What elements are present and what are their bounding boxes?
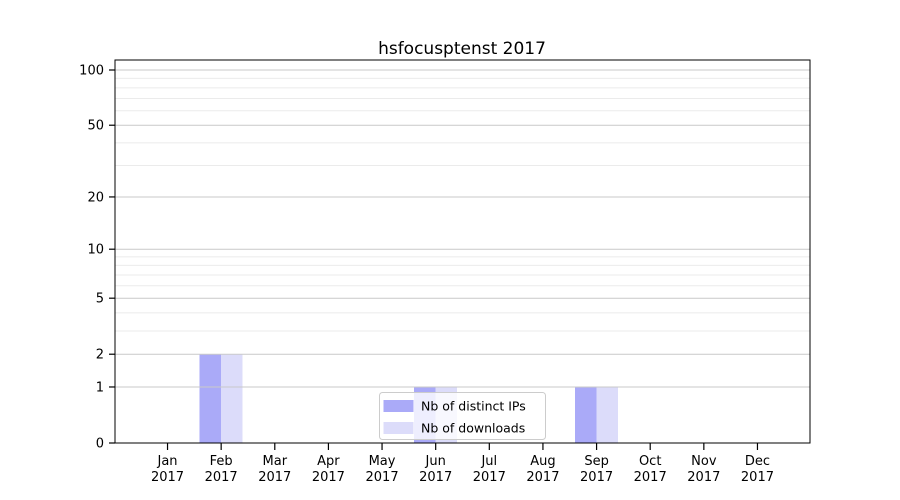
x-tick-label-year: 2017 <box>741 470 774 485</box>
bar <box>221 354 243 443</box>
legend-label: Nb of downloads <box>421 421 525 436</box>
x-tick-label-year: 2017 <box>526 470 559 485</box>
chart-title: hsfocusptenst 2017 <box>378 39 546 59</box>
grid-layer <box>115 69 810 388</box>
x-tick-label-month: Jan <box>157 454 178 469</box>
x-tick-label-year: 2017 <box>366 470 399 485</box>
x-tick-label-year: 2017 <box>151 470 184 485</box>
x-tick-label-month: May <box>369 454 396 469</box>
legend: Nb of distinct IPs Nb of downloads <box>379 392 546 440</box>
x-tick-label-month: Oct <box>639 454 661 469</box>
x-tick-label-month: Nov <box>691 454 717 469</box>
x-tick-label-year: 2017 <box>687 470 720 485</box>
x-tick-label-year: 2017 <box>258 470 291 485</box>
x-tick-label-month: Jul <box>480 454 497 469</box>
plot-frame <box>114 59 811 444</box>
x-tick-label-year: 2017 <box>473 470 506 485</box>
y-tick-label: 100 <box>79 64 104 79</box>
y-tick-label: 20 <box>87 190 104 205</box>
bar <box>575 386 597 443</box>
y-tick-label: 50 <box>87 119 104 134</box>
legend-swatch <box>383 400 414 412</box>
x-tick-label-year: 2017 <box>419 470 452 485</box>
x-tick-label-year: 2017 <box>634 470 667 485</box>
x-tick-label-year: 2017 <box>205 470 238 485</box>
bar <box>199 354 222 443</box>
legend-box <box>379 392 546 440</box>
x-tick-label-year: 2017 <box>580 470 613 485</box>
x-tick-label-month: Dec <box>745 454 770 469</box>
y-tick-label: 1 <box>96 380 104 395</box>
legend-label: Nb of distinct IPs <box>421 399 526 414</box>
bar <box>596 386 619 443</box>
x-tick-label-year: 2017 <box>312 470 345 485</box>
y-tick-label: 0 <box>96 437 104 452</box>
x-tick-label-month: Feb <box>210 454 233 469</box>
x-tick-label-month: Aug <box>530 454 555 469</box>
x-tick-label-month: Apr <box>317 454 340 469</box>
x-tick-label-month: Sep <box>584 454 609 469</box>
y-tick-label: 2 <box>96 348 104 363</box>
axis-layer: 0125102050100Jan2017Feb2017Mar2017Apr201… <box>79 64 774 486</box>
legend-swatch <box>383 422 414 434</box>
x-tick-label-month: Mar <box>263 454 288 469</box>
y-tick-label: 5 <box>96 292 104 307</box>
y-tick-label: 10 <box>87 243 104 258</box>
x-tick-label-month: Jun <box>425 454 446 469</box>
